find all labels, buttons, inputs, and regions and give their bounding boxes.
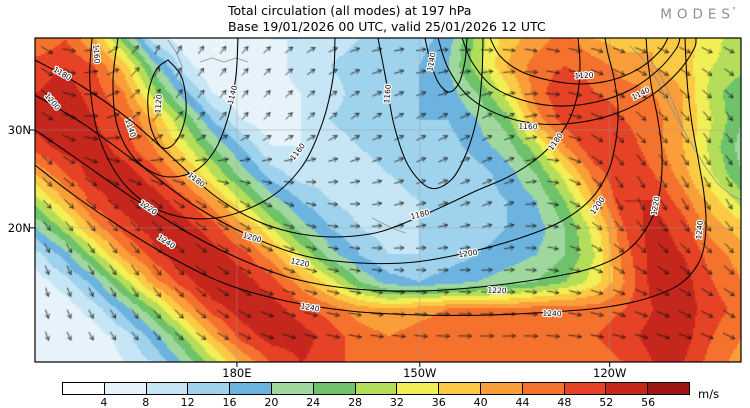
contour-label: 1240 [156,233,177,251]
colorbar-segment [104,383,147,394]
contour-line [377,38,484,190]
colorbar-unit-label: m/s [698,387,720,401]
y-axis-label: 20N [7,220,31,235]
colorbar-tick-label: 20 [264,396,279,408]
contour-label: 1140 [226,84,240,105]
colorbar-tick-label: 48 [557,396,572,408]
contour-label: 1240 [300,302,320,314]
chart-subtitle: Base 19/01/2026 00 UTC, valid 25/01/2026… [228,19,546,34]
contour-label: 1240 [694,220,705,240]
colorbar [62,382,690,395]
map-frame [34,37,742,363]
modes-logo-text: MODES [660,6,735,23]
contour-label: 1160 [91,44,102,64]
contour-label: 1180 [546,131,564,152]
contour-label: 1220 [649,196,661,217]
x-axis-label: 150W [403,366,437,380]
coastline [647,55,684,129]
contour-label: 1200 [242,231,263,245]
modes-logo: MODES° [660,6,736,23]
colorbar-tick-label: 4 [100,396,108,408]
contour-label: 1120 [153,94,164,114]
contour-label: 1160 [382,84,393,104]
colorbar-segment [564,383,607,394]
y-axis-label: 30N [7,123,31,138]
colorbar-segment [480,383,523,394]
colorbar-segment [146,383,189,394]
coastline [199,57,249,63]
coastline [629,45,741,201]
contour-label: 1160 [518,122,538,132]
contour-line [489,38,669,85]
contour-line [437,38,697,125]
modes-logo-degree-icon: ° [732,6,736,15]
colorbar-tick-label: 40 [473,396,488,408]
contour-label: 1120 [574,70,594,80]
contour-label: 1220 [487,286,507,296]
colorbar-tick-label: 8 [142,396,150,408]
colorbar-tick-label: 12 [180,396,195,408]
contour-line [35,38,581,238]
contour-line [112,38,239,178]
colorbar-tick-label: 16 [222,396,237,408]
contour-line [35,38,663,292]
contour-label: 1180 [52,65,73,82]
colorbar-segment [271,383,314,394]
colorbar-segment [313,383,356,394]
colorbar-tick-label: 36 [431,396,446,408]
contour-label: 1140 [425,52,437,73]
contour-line [35,38,619,265]
title-block: Total circulation (all modes) at 197 hPa… [228,3,546,35]
colorbar-segment [522,383,565,394]
contour-line [147,59,187,150]
contour-label: 1160 [288,141,307,162]
colorbar-tick-label: 24 [306,396,321,408]
colorbar-segment [606,383,649,394]
colorbar-segment [188,383,231,394]
colorbar-tick-label: 52 [599,396,614,408]
colorbar-tick-label: 32 [389,396,404,408]
colorbar-segment [439,383,481,394]
contour-line [35,38,707,316]
colorbar-tick-label: 44 [515,396,530,408]
contour-label: 1220 [138,198,159,216]
colorbar-tick-label: 56 [641,396,656,408]
contour-line [461,38,681,107]
contour-label: 1240 [542,309,562,319]
colorbar-segment [355,383,398,394]
colorbar-segment [648,383,689,394]
x-axis-label: 120W [593,366,627,380]
colorbar-segment [230,383,272,394]
colorbar-tick-label: 28 [348,396,363,408]
x-axis-label: 180E [222,366,252,380]
colorbar-segment [397,383,440,394]
contour-label: 1200 [458,248,478,260]
coastline [167,39,197,109]
coastline [371,217,407,234]
contour-line [424,38,468,93]
contour-label: 1220 [290,256,311,269]
colorbar-segment [63,383,105,394]
chart-title: Total circulation (all modes) at 197 hPa [228,3,472,18]
contour-line [89,38,336,220]
